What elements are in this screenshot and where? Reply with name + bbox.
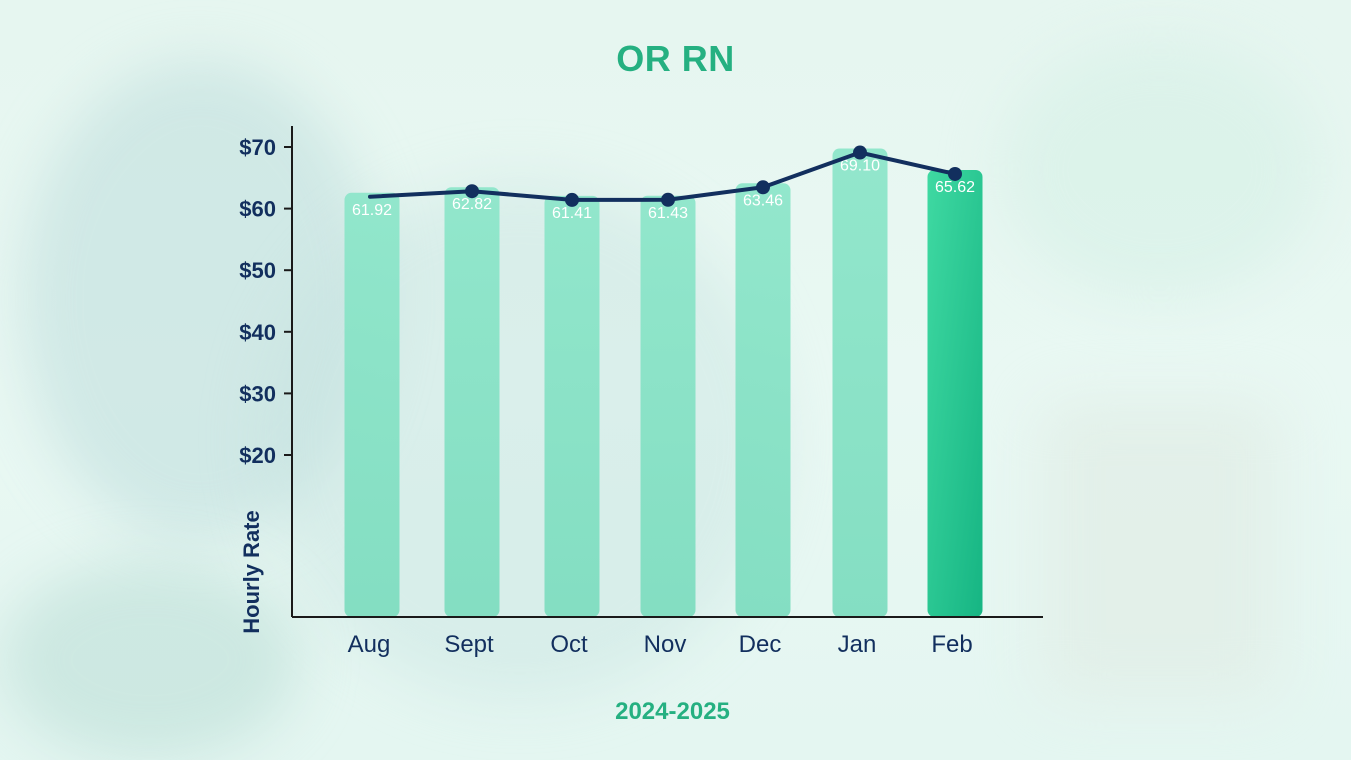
background-cup-shape [1040, 400, 1280, 700]
x-tick-label-jan: Jan [838, 631, 877, 658]
line-point-oct [565, 192, 579, 207]
y-tick-label: $40 [239, 320, 276, 345]
bar-sept [444, 187, 500, 617]
y-tick-label: $20 [239, 443, 276, 468]
data-label-sept: 62.82 [452, 196, 492, 213]
y-tick-label: $60 [239, 197, 276, 222]
x-tick-label-aug: Aug [348, 631, 391, 658]
data-label-jan: 69.10 [840, 158, 880, 175]
bar-nov [640, 195, 696, 617]
x-tick-label-sept: Sept [444, 631, 494, 658]
y-tick-label: $70 [239, 135, 276, 160]
line-point-dec [756, 180, 770, 195]
y-axis-label: Hourly Rate [239, 510, 264, 633]
line-point-feb [948, 166, 962, 181]
background-blob [0, 560, 300, 760]
data-label-feb: 65.62 [935, 179, 975, 196]
chart-title: OR RN [616, 38, 735, 79]
data-label-nov: 61.43 [648, 205, 688, 222]
x-tick-label-dec: Dec [739, 631, 782, 658]
x-tick-label-nov: Nov [644, 631, 687, 658]
background-blob [20, 60, 380, 540]
x-tick-label-oct: Oct [550, 631, 588, 658]
line-point-sept [465, 184, 479, 199]
bar-dec [735, 183, 791, 617]
bar-feb [927, 169, 983, 617]
x-tick-label-feb: Feb [931, 631, 972, 658]
bar-aug [344, 192, 400, 617]
line-point-jan [853, 145, 867, 160]
data-label-oct: 61.41 [552, 205, 592, 222]
data-label-dec: 63.46 [743, 192, 783, 209]
bar-oct [544, 195, 600, 617]
data-label-aug: 61.92 [352, 202, 392, 219]
chart-subtitle: 2024-2025 [615, 698, 730, 725]
y-tick-label: $50 [239, 258, 276, 283]
background-blob [1000, 40, 1320, 300]
y-tick-label: $30 [239, 381, 276, 406]
line-point-nov [661, 192, 675, 207]
bar-jan [832, 148, 888, 617]
